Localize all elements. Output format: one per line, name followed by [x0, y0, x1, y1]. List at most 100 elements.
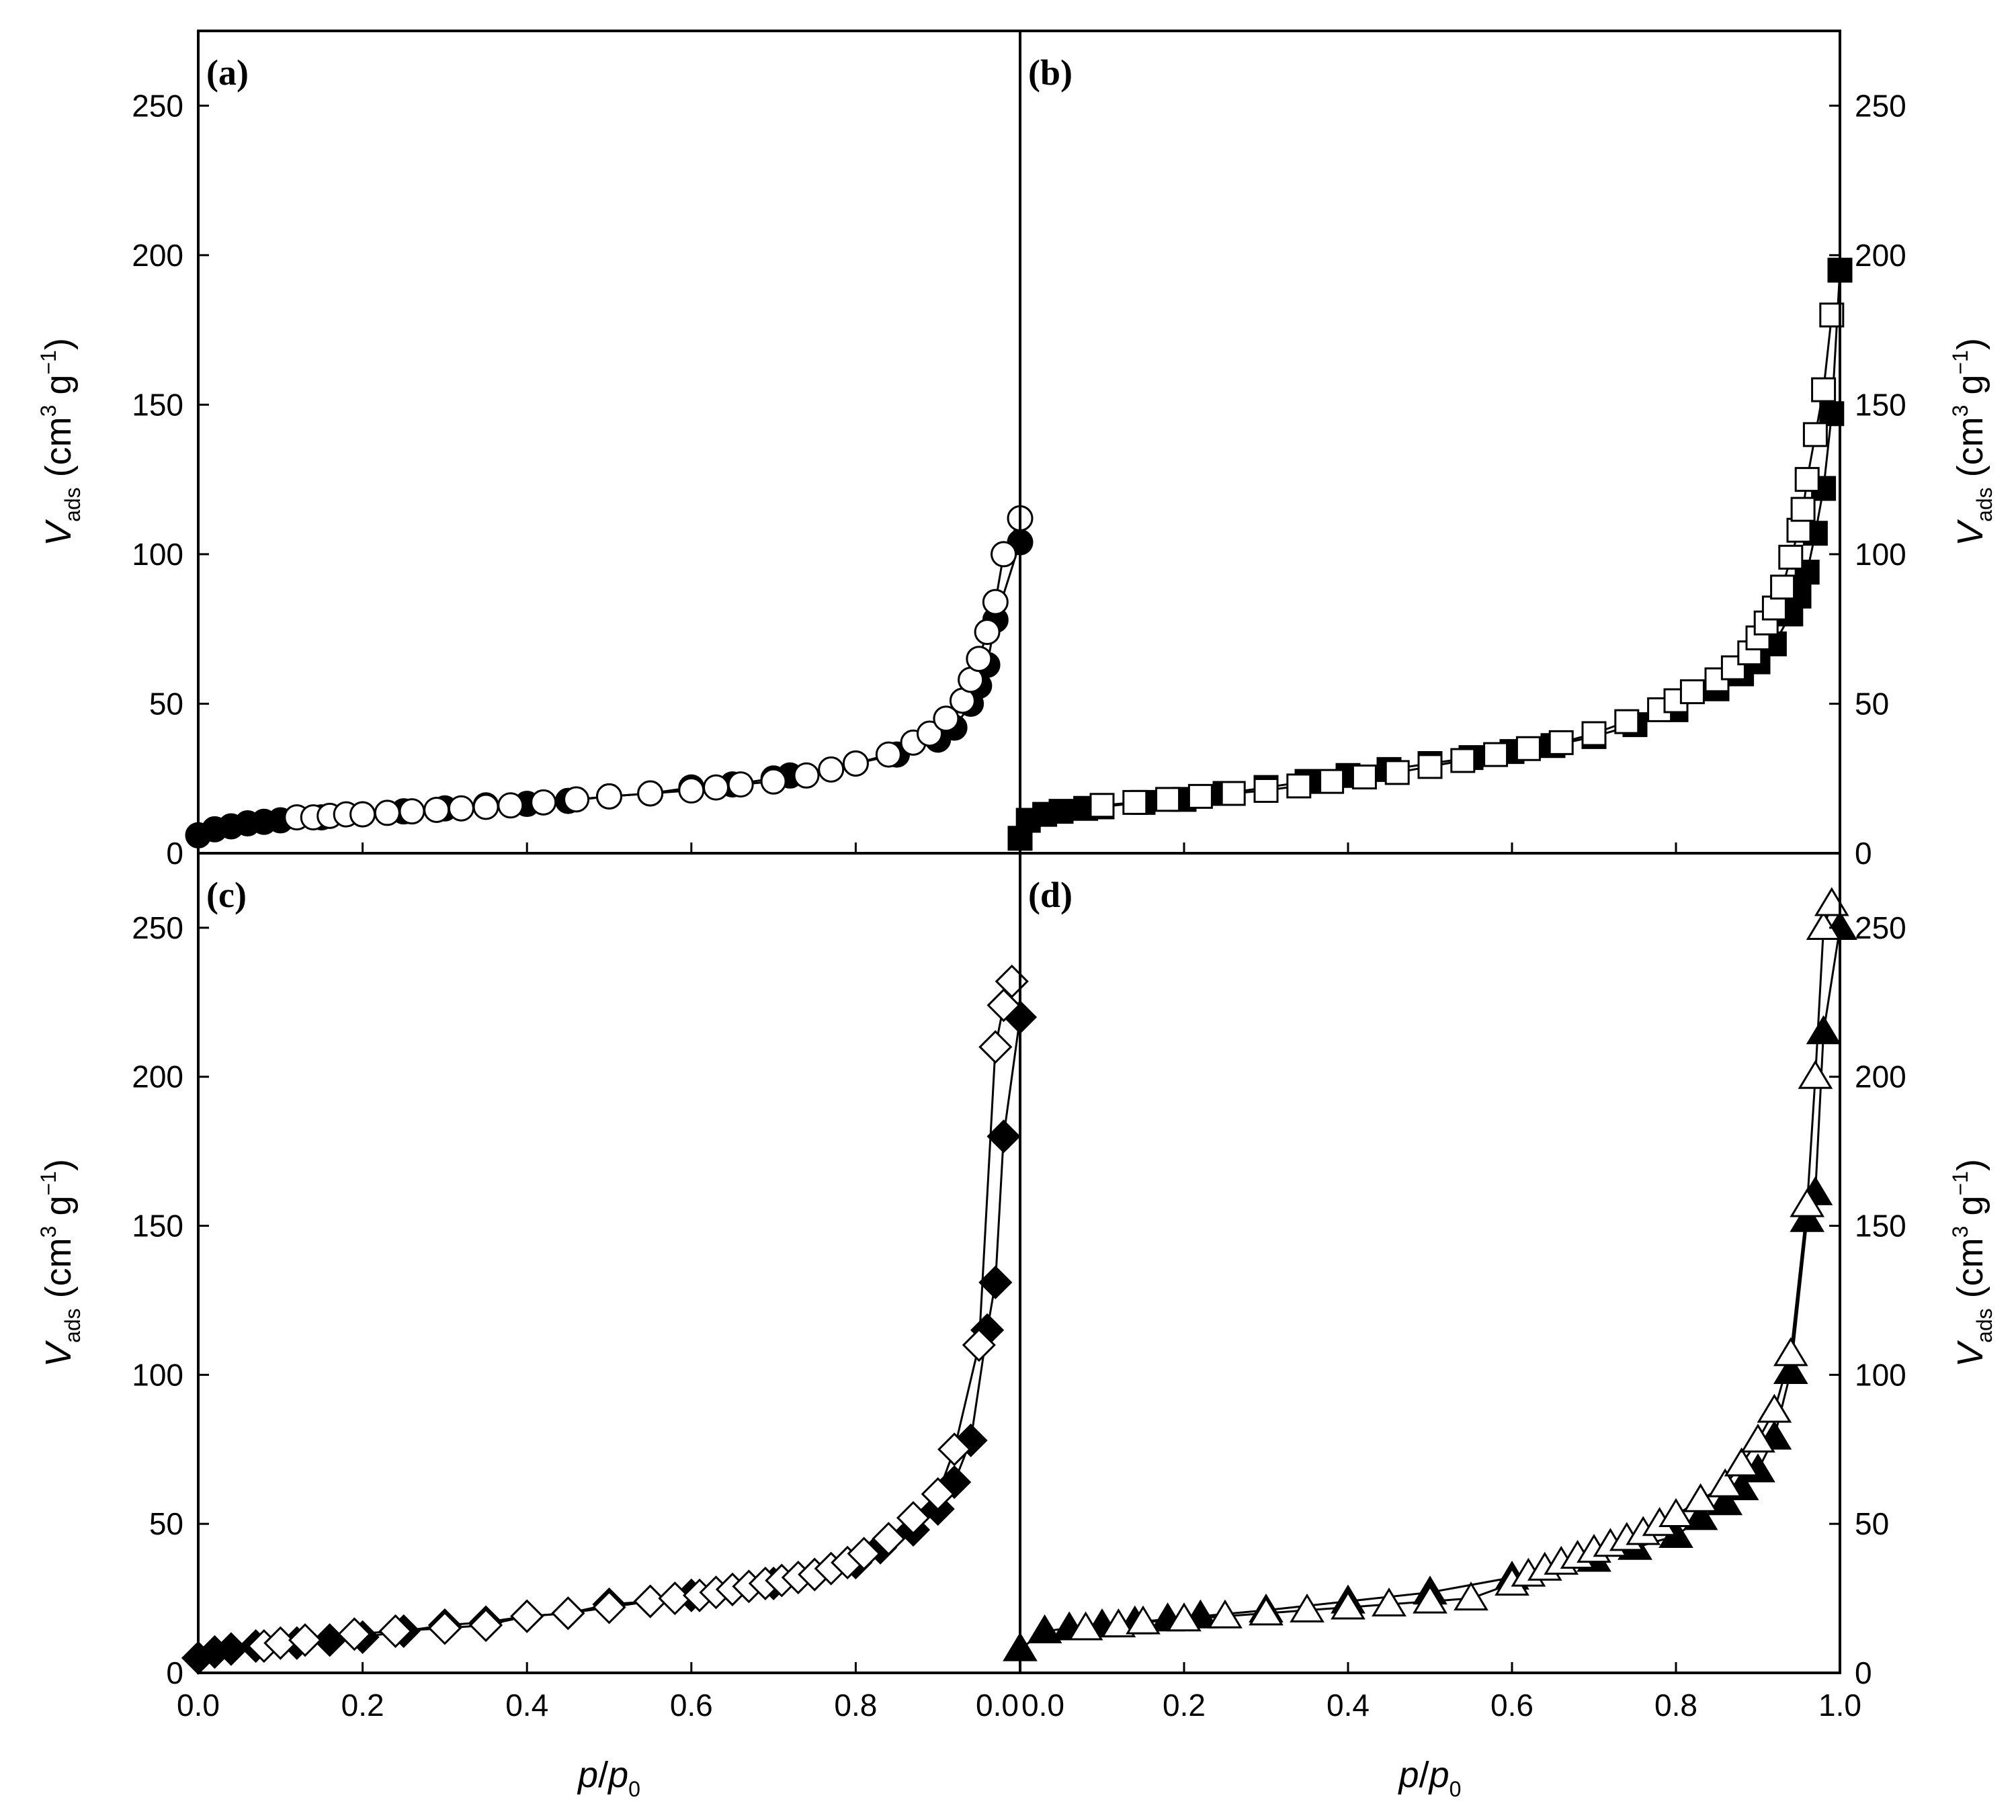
panel-1-series-0-point-29	[1819, 401, 1845, 427]
panel-3-ytick-label-3: 150	[1855, 1209, 1906, 1244]
panel-0-ylabel-part-3: 3	[36, 405, 60, 417]
panel-0-series-1-point-20	[818, 756, 845, 783]
panel-2-series-1-point-27	[962, 1328, 996, 1362]
panel-0-ytick-label-0: 0	[166, 836, 183, 871]
panel-0-series-1-point-9	[472, 793, 499, 820]
panel-2-series-1-point-23	[872, 1522, 906, 1556]
panel-3-xtick-label-0: 0.0	[1021, 1688, 1064, 1723]
panel-3-ytick-label-0: 0	[1855, 1655, 1872, 1690]
panel-3-ylabel-part-4: g	[1950, 1196, 1990, 1226]
panel-3-series-1-point-21	[1658, 1498, 1693, 1527]
panel-0-series-1-point-15	[678, 777, 705, 804]
panel-0-series-1-point-10	[497, 792, 524, 819]
panel-2-ytick-label-1: 50	[149, 1506, 183, 1541]
panel-1-series-1-point-29	[1790, 496, 1816, 522]
panel-3-label: (d)	[1028, 875, 1073, 915]
panel-0-ylabel-part-1: ads	[60, 487, 85, 522]
panel-2-xlabel-part-3: 0	[628, 1777, 640, 1801]
panel-1-series-1-point-30	[1794, 467, 1820, 492]
panel-0-series-1-point-30	[982, 589, 1009, 615]
panel-0-series-1-point-16	[702, 774, 729, 801]
panel-1-series-1-point-8	[1351, 765, 1377, 789]
panel-2-xtick-label-3: 0.6	[670, 1688, 713, 1723]
panel-1-series-1-point-13	[1515, 736, 1541, 761]
panel-3-series-1-point-3	[1167, 1602, 1202, 1632]
panel-2-series-1-point-9	[592, 1590, 626, 1624]
panel-2-series-1-point-22	[847, 1536, 881, 1571]
panel-1-series-1-point-19	[1679, 679, 1705, 705]
panel-2-series-1-point-7	[510, 1599, 544, 1633]
panel-1-series-1-line	[1101, 314, 1833, 807]
panel-3-series-0-point-19	[1773, 1354, 1808, 1384]
panel-1-ytick-label-5: 250	[1855, 88, 1906, 123]
panel-3-series-1-point-29	[1798, 1059, 1833, 1089]
panel-3-series-1-point-2	[1126, 1605, 1161, 1635]
panel-1-series-1-point-26	[1770, 574, 1796, 600]
panel-1-ylabel-part-5: −1	[1948, 350, 1972, 374]
panel-0-series-1-point-6	[398, 798, 425, 825]
panel-2-series-0-point-25	[978, 1265, 1013, 1299]
panel-2-ylabel-part-5: −1	[36, 1171, 60, 1195]
panel-1-series-1-point-33	[1819, 302, 1845, 328]
panel-3-ylabel-part-3: 3	[1948, 1226, 1972, 1238]
panel-2-xtick-label-5: 0.0	[976, 1688, 1019, 1723]
panel-1-series-1-point-28	[1786, 517, 1812, 543]
panel-2-ytick-label-4: 200	[132, 1059, 183, 1094]
panel-2-xtick-label-1: 0.2	[341, 1688, 384, 1723]
panel-1-ytick-label-4: 200	[1855, 238, 1906, 273]
panel-3-series-0-point-14	[1683, 1501, 1718, 1530]
panel-3-series-0-point-1	[1027, 1614, 1062, 1643]
panel-2-series-1-point-2	[288, 1623, 323, 1657]
panel-2-xlabel-part-2: p	[607, 1755, 628, 1795]
panel-0-series-1-point-12	[563, 786, 590, 813]
panel-3-xlabel: p/p0	[1398, 1755, 1462, 1801]
panel-3-xtick-label-5: 1.0	[1818, 1688, 1861, 1723]
panel-3-series-1-point-9	[1413, 1584, 1447, 1614]
panel-2-series-1-point-29	[986, 988, 1021, 1023]
panel-2-label: (c)	[206, 875, 247, 915]
panel-3-series-1-point-6	[1290, 1593, 1325, 1622]
frame-layer	[197, 30, 1841, 1674]
panel-2-series-1-line	[263, 981, 1013, 1647]
panel-1-series-1-point-31	[1802, 422, 1828, 447]
panel-0-series-1-point-8	[448, 795, 474, 822]
panel-1-series-1-point-11	[1450, 748, 1476, 773]
panel-2-xlabel-part-1: /	[598, 1755, 608, 1795]
panel-1-series-1-point-2	[1155, 787, 1181, 812]
panel-1-series-1-point-10	[1417, 754, 1443, 779]
panel-0-series-1-point-31	[991, 541, 1017, 568]
panel-0-ytick-label-2: 100	[132, 537, 183, 572]
panel-2-series-0-line	[198, 1016, 1021, 1659]
panel-1-series-1-point-14	[1548, 730, 1574, 755]
plot-layer	[181, 257, 1857, 1675]
panel-3-series-1-point-7	[1331, 1590, 1366, 1620]
panel-2-series-1-point-28	[978, 1030, 1013, 1064]
panel-1-series-1-point-32	[1811, 377, 1837, 402]
panel-1-ytick-label-0: 0	[1855, 836, 1872, 871]
panel-2-xlabel-part-0: p	[577, 1755, 598, 1795]
panel-3-series-1-point-30	[1806, 910, 1841, 940]
panel-3-ytick-label-4: 200	[1855, 1059, 1906, 1094]
panel-0-series-1-point-17	[727, 771, 754, 798]
panel-2-ylabel-part-6: )	[38, 1159, 79, 1171]
panel-2-series-1-point-24	[896, 1501, 931, 1535]
panel-0-series-1-point-14	[637, 780, 664, 807]
panel-0-ylabel: Vads (cm3 g−1)	[36, 338, 85, 546]
panel-3-series-1-point-0	[1068, 1611, 1103, 1641]
panel-2-xtick-label-4: 0.8	[834, 1688, 877, 1723]
panel-3-series-0-point-20	[1790, 1203, 1825, 1232]
panel-3-ylabel-part-2: (cm	[1950, 1238, 1990, 1308]
panel-3-ytick-label-5: 250	[1855, 910, 1906, 945]
panel-1-series-0-point-3	[1048, 799, 1074, 824]
panel-3-series-1-point-23	[1708, 1468, 1743, 1498]
panel-3-xtick-label-2: 0.4	[1327, 1688, 1370, 1723]
panel-0-series-1-point-25	[933, 705, 960, 732]
panel-0-series-1-point-22	[875, 741, 902, 768]
panel-1-series-1-point-0	[1089, 793, 1115, 818]
panel-3-series-1-point-22	[1683, 1483, 1718, 1512]
panel-0-ytick-label-3: 150	[132, 387, 183, 422]
panel-0-ytick-label-1: 50	[149, 686, 183, 721]
panel-0-series-1-point-19	[793, 762, 820, 789]
